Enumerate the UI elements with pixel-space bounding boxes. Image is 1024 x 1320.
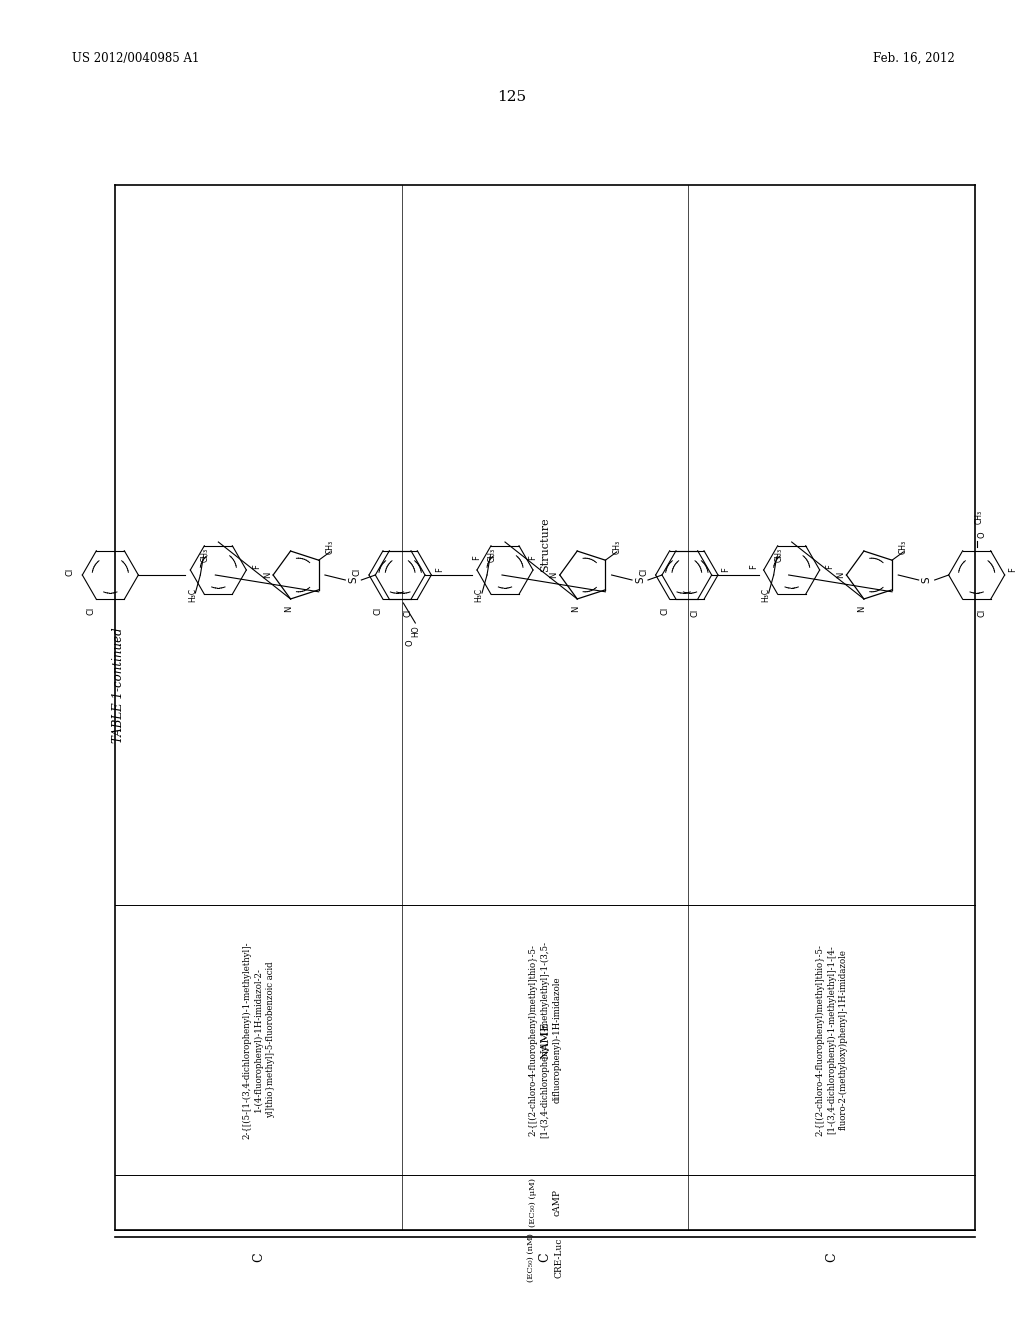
Text: US 2012/0040985 A1: US 2012/0040985 A1 — [72, 51, 200, 65]
Text: H₃C: H₃C — [761, 587, 770, 602]
Text: N: N — [262, 572, 271, 578]
Text: HO: HO — [411, 626, 420, 636]
Text: Cl: Cl — [352, 568, 361, 576]
Text: H₃C: H₃C — [187, 587, 197, 602]
Text: S: S — [635, 577, 645, 583]
Text: H₃C: H₃C — [474, 587, 483, 602]
Text: CH₃: CH₃ — [774, 548, 783, 562]
Text: S: S — [922, 577, 932, 583]
Text: 125: 125 — [498, 90, 526, 104]
Text: 2-{[(2-chloro-4-fluorophenyl)methyl]thio}-5-
[1-(3,4-dichlorophenyl)-1-methyleth: 2-{[(2-chloro-4-fluorophenyl)methyl]thio… — [528, 941, 561, 1138]
Text: Cl: Cl — [403, 609, 413, 618]
Text: N: N — [836, 572, 845, 578]
Text: Cl: Cl — [66, 568, 75, 576]
Text: C: C — [825, 1253, 839, 1262]
Text: NAME: NAME — [540, 1022, 550, 1059]
Text: O: O — [406, 640, 415, 647]
Text: CH₃: CH₃ — [974, 510, 983, 524]
Text: N: N — [570, 606, 580, 611]
Text: CH₃: CH₃ — [487, 548, 497, 562]
Text: (EC₅₀) (μM): (EC₅₀) (μM) — [529, 1177, 537, 1228]
Text: TABLE 1-continued: TABLE 1-continued — [112, 627, 125, 743]
Text: C: C — [539, 1253, 552, 1262]
Text: F: F — [252, 565, 261, 569]
Text: CH₃: CH₃ — [326, 540, 335, 554]
Text: CH₃: CH₃ — [899, 540, 908, 554]
Text: Structure: Structure — [540, 517, 550, 573]
Text: 2-{[(5-[1-(3,4-dichlorophenyl)-1-methylethyl]-
1-(4-fluorophenyl)-1H-imidazol-2-: 2-{[(5-[1-(3,4-dichlorophenyl)-1-methyle… — [242, 941, 274, 1139]
Text: 2-{[(2-chloro-4-fluorophenyl)methyl]thio}-5-
[1-(3,4-dichlorophenyl)-1-methyleth: 2-{[(2-chloro-4-fluorophenyl)methyl]thio… — [815, 944, 848, 1137]
Text: Cl: Cl — [639, 568, 648, 576]
Text: C: C — [252, 1253, 265, 1262]
Text: S: S — [348, 577, 358, 583]
Text: Feb. 16, 2012: Feb. 16, 2012 — [873, 51, 955, 65]
Text: CRE-Luc: CRE-Luc — [555, 1237, 563, 1278]
Text: N: N — [549, 572, 558, 578]
Text: O: O — [977, 532, 986, 539]
Text: N: N — [285, 606, 293, 611]
Text: Cl: Cl — [690, 609, 699, 618]
Text: Cl: Cl — [977, 609, 986, 618]
Text: F: F — [750, 565, 758, 569]
Text: F: F — [1009, 568, 1017, 573]
Text: cAMP: cAMP — [553, 1189, 561, 1216]
Text: Cl: Cl — [87, 607, 96, 615]
Text: F: F — [722, 568, 730, 573]
Text: CH₃: CH₃ — [612, 540, 622, 554]
Text: Cl: Cl — [660, 607, 669, 615]
Text: F: F — [528, 556, 538, 561]
Text: (EC₅₀) (nM): (EC₅₀) (nM) — [527, 1233, 535, 1282]
Text: F: F — [825, 565, 835, 569]
Text: F: F — [435, 568, 443, 573]
Text: F: F — [472, 556, 481, 561]
Text: CH₃: CH₃ — [201, 548, 210, 562]
Text: Cl: Cl — [374, 607, 383, 615]
Text: N: N — [857, 606, 866, 611]
